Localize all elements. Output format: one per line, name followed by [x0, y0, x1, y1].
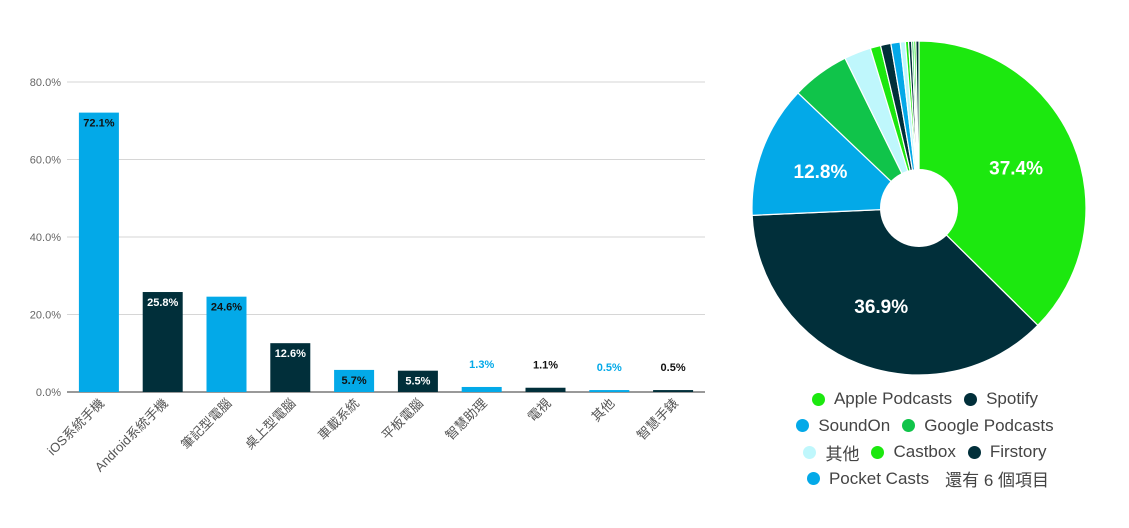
- legend-label: Pocket Casts: [828, 468, 930, 488]
- legend-dot: [796, 419, 810, 433]
- pie-chart: 37.4% 36.9% 12.8%: [751, 40, 1087, 376]
- x-tick-label: 車載系統: [315, 396, 362, 443]
- x-tick-label: 其他: [588, 396, 617, 425]
- data-label: 0.5%: [661, 362, 686, 374]
- legend-item-castbox: Castbox: [871, 442, 956, 462]
- x-tick-label: iOS系統手機: [44, 396, 107, 459]
- data-label: 1.3%: [469, 359, 494, 371]
- bar: [270, 343, 311, 392]
- data-label: 12.6%: [275, 348, 306, 360]
- legend-label: Apple Podcasts: [833, 389, 953, 409]
- bar: [653, 390, 694, 392]
- pie-slice: [918, 40, 1087, 327]
- legend-dot: [871, 445, 885, 459]
- x-tick-label: 電視: [525, 396, 554, 425]
- legend-row: 其他 Castbox Firstory: [760, 439, 1090, 466]
- legend-dot: [964, 392, 978, 406]
- legend-row: Apple Podcasts Spotify: [760, 386, 1090, 413]
- legend-row: SoundOn Google Podcasts: [760, 413, 1090, 440]
- y-tick-label: 80.0%: [30, 77, 61, 89]
- pie-slice: [915, 40, 920, 209]
- bar: [334, 369, 375, 392]
- legend-label: SoundOn: [818, 415, 891, 435]
- slice-label: 37.4%: [989, 158, 1043, 179]
- legend-row: Pocket Casts 還有 6 個項目: [760, 466, 1090, 493]
- legend-more-items: 還有 6 個項目: [945, 471, 1050, 491]
- x-tick-label: 平板電腦: [379, 396, 426, 443]
- y-tick-label: 0.0%: [36, 387, 61, 399]
- bar: [206, 296, 247, 392]
- bar-chart: 0.0% 20.0% 40.0% 60.0% 80.0% 72.1% iOS系統手機 25.8…: [30, 77, 705, 475]
- y-tick-label: 60.0%: [30, 155, 61, 167]
- slice-label: 12.8%: [794, 162, 848, 183]
- legend-item-soundon: SoundOn: [796, 416, 890, 436]
- data-label: 25.8%: [147, 297, 178, 309]
- legend-label: Spotify: [986, 389, 1039, 409]
- data-label: 5.5%: [405, 376, 430, 388]
- bar: [78, 112, 119, 393]
- y-tick-label: 20.0%: [30, 310, 61, 322]
- legend-label: Castbox: [893, 442, 956, 462]
- bar: [525, 387, 566, 392]
- data-label: 1.1%: [533, 360, 558, 372]
- legend-dot: [803, 445, 817, 459]
- legend-dot: [811, 392, 825, 406]
- legend-dot: [967, 445, 981, 459]
- data-label: 5.7%: [342, 375, 367, 387]
- legend-item-other: 其他: [803, 440, 859, 465]
- legend-dot: [806, 472, 820, 486]
- donut-hole: [880, 169, 958, 247]
- legend-dot: [902, 419, 916, 433]
- pie-slice: [751, 92, 921, 216]
- data-label: 0.5%: [597, 362, 622, 374]
- x-tick-label: 桌上型電腦: [242, 396, 299, 453]
- bar: [461, 386, 502, 392]
- x-tick-label: 智慧手錶: [634, 396, 681, 443]
- legend-label: 其他: [825, 444, 860, 464]
- legend-item-pocket-casts: Pocket Casts: [806, 468, 930, 489]
- legend-item-google-podcasts: Google Podcasts: [902, 415, 1054, 436]
- x-tick-label: 筆記型電腦: [178, 396, 235, 453]
- legend-label: Firstory: [989, 442, 1047, 462]
- legend-item-spotify: Spotify: [964, 389, 1038, 409]
- x-tick-label: 智慧助理: [442, 396, 489, 443]
- legend-item-apple-podcasts: Apple Podcasts: [811, 389, 953, 409]
- pie-slice: [751, 207, 1039, 376]
- data-label: 72.1%: [83, 118, 114, 130]
- data-label: 24.6%: [211, 302, 242, 314]
- legend-label: Google Podcasts: [924, 415, 1054, 435]
- pie-legend: Apple Podcasts Spotify SoundOn Google Po…: [760, 386, 1090, 492]
- legend-item-firstory: Firstory: [967, 442, 1047, 462]
- bar: [142, 292, 183, 392]
- y-tick-label: 40.0%: [30, 232, 61, 244]
- bar: [589, 390, 630, 392]
- slice-label: 36.9%: [854, 297, 908, 318]
- bar: [397, 370, 438, 392]
